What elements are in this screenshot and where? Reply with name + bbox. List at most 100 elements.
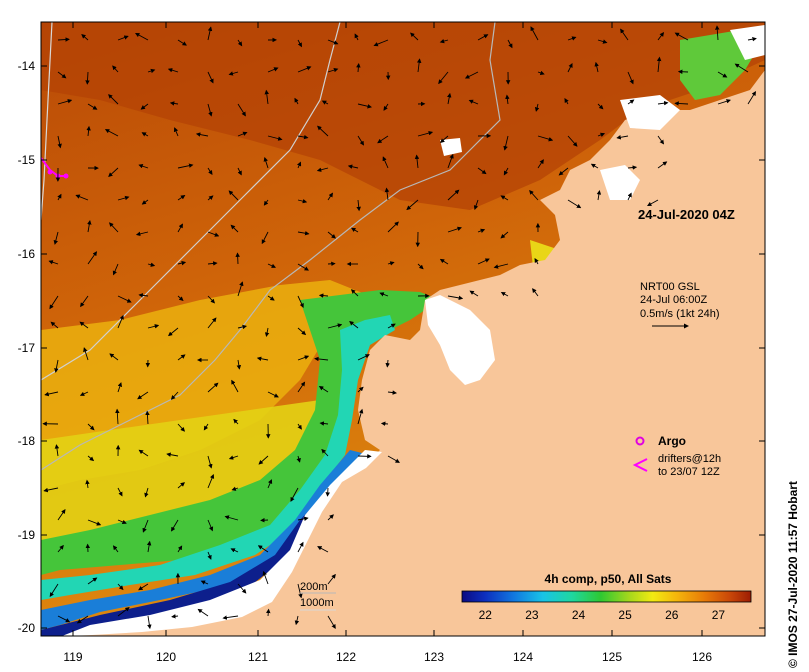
current-vector-arrow bbox=[87, 519, 102, 526]
current-vector-arrow bbox=[117, 583, 124, 591]
current-vector-arrow bbox=[447, 226, 462, 233]
current-vector-arrow bbox=[109, 353, 119, 361]
y-tick-label: -14 bbox=[18, 59, 36, 73]
x-tick-label: 125 bbox=[602, 650, 622, 664]
current-vector-arrow bbox=[321, 100, 329, 105]
x-tick-label: 121 bbox=[248, 650, 268, 664]
current-vector-arrow bbox=[440, 135, 449, 143]
current-vector-arrow bbox=[87, 423, 95, 431]
current-vector-arrow bbox=[171, 614, 179, 619]
current-vector-arrow bbox=[387, 390, 397, 395]
current-vector-arrow bbox=[439, 258, 449, 265]
current-vector-arrow bbox=[207, 26, 213, 41]
current-vector-arrow bbox=[464, 71, 479, 79]
current-vector-arrow bbox=[228, 71, 239, 76]
current-vector-arrow bbox=[318, 293, 329, 298]
current-vector-arrow bbox=[87, 251, 98, 265]
current-vector-arrow bbox=[416, 58, 422, 73]
current-vector-arrow bbox=[357, 135, 364, 146]
current-vector-arrow bbox=[590, 163, 599, 169]
current-vector-arrow bbox=[296, 455, 301, 463]
current-vector-arrow bbox=[44, 391, 59, 397]
current-vector-arrow bbox=[112, 65, 119, 73]
drifter-track bbox=[41, 157, 66, 177]
y-tick-label: -19 bbox=[18, 528, 36, 542]
current-vector-arrow bbox=[325, 487, 330, 497]
current-vector-arrow bbox=[237, 131, 248, 137]
current-vector-arrow bbox=[387, 323, 396, 329]
current-vector-arrow bbox=[117, 295, 132, 303]
current-vector-arrow bbox=[49, 583, 59, 598]
land-australia bbox=[70, 70, 765, 636]
x-tick-label: 124 bbox=[513, 650, 533, 664]
current-vector-arrow bbox=[256, 356, 269, 361]
current-vector-arrow bbox=[257, 545, 269, 553]
current-vector-arrow bbox=[447, 295, 464, 301]
current-vector-arrow bbox=[230, 548, 239, 553]
current-vector-arrow bbox=[57, 509, 66, 521]
current-vector-arrow bbox=[147, 324, 160, 329]
current-vector-arrow bbox=[290, 487, 299, 502]
sea-cyan-band bbox=[41, 315, 395, 600]
current-vector-arrow bbox=[141, 132, 149, 137]
current-vector-arrow bbox=[297, 355, 310, 361]
current-vector-arrow bbox=[267, 263, 277, 268]
current-vector-arrow bbox=[147, 615, 152, 630]
current-vector-arrow bbox=[469, 290, 479, 297]
bathymetry-200m bbox=[41, 22, 501, 471]
date-label: 24-Jul-2020 04Z bbox=[638, 207, 735, 222]
cloud-patch-coast bbox=[600, 165, 640, 200]
current-vector-arrow bbox=[108, 222, 119, 233]
current-vector-arrow bbox=[674, 32, 689, 41]
current-vector-arrow bbox=[57, 615, 71, 623]
current-vector-arrow bbox=[170, 391, 179, 400]
current-vector-arrow bbox=[564, 98, 569, 105]
current-vector-arrow bbox=[377, 135, 389, 144]
y-tick-label: -20 bbox=[18, 621, 36, 635]
current-vector-arrow bbox=[297, 381, 306, 393]
current-vector-arrow bbox=[237, 583, 247, 594]
current-legend: NRT00 GSL 24-Jul 06:00Z 0.5m/s (1kt 24h) bbox=[640, 281, 719, 329]
cloud-king-sound bbox=[425, 295, 495, 385]
current-vector-arrow bbox=[534, 103, 540, 112]
current-time: 24-Jul 06:00Z bbox=[640, 294, 708, 306]
current-vector-arrow bbox=[166, 452, 179, 457]
current-vector-arrow bbox=[222, 615, 239, 620]
current-vector-arrow bbox=[177, 295, 184, 302]
current-vector-arrow bbox=[354, 33, 359, 41]
y-tick-label: -18 bbox=[18, 434, 36, 448]
current-vector-arrow bbox=[387, 455, 400, 463]
current-vector-arrow bbox=[112, 545, 119, 553]
current-vector-arrow bbox=[316, 167, 329, 172]
current-vector-arrow bbox=[207, 195, 214, 201]
current-vector-arrow bbox=[112, 263, 119, 276]
current-vector-arrow bbox=[674, 101, 689, 106]
current-vector-arrow bbox=[177, 545, 183, 553]
current-vector-arrow bbox=[57, 193, 62, 201]
current-vector-arrow bbox=[656, 56, 662, 73]
current-vector-arrow bbox=[117, 487, 123, 497]
current-vector-arrow bbox=[237, 167, 242, 176]
current-vector-arrow bbox=[297, 230, 310, 236]
current-vector-arrow bbox=[195, 132, 209, 137]
argo-symbol-icon bbox=[635, 436, 645, 446]
bathymetry-1000m-label: 1000m bbox=[300, 597, 334, 609]
current-vector-arrow bbox=[406, 199, 419, 211]
current-vector-arrow bbox=[410, 32, 419, 41]
current-vector-arrow bbox=[468, 99, 479, 105]
colorbar-tick-label: 22 bbox=[479, 608, 493, 622]
current-vector-arrow bbox=[318, 386, 329, 393]
current-vector-arrow bbox=[529, 190, 539, 201]
current-vector-arrow bbox=[207, 167, 213, 175]
current-vector-arrow bbox=[356, 199, 361, 212]
current-vector-arrow bbox=[57, 37, 70, 42]
current-vector-arrow bbox=[657, 161, 668, 169]
current-vector-arrow bbox=[224, 515, 239, 521]
current-vector-arrow bbox=[627, 99, 635, 105]
current-vector-arrow bbox=[117, 314, 124, 329]
current-vector-arrow bbox=[57, 544, 64, 553]
cloud-coastal-strip bbox=[62, 450, 382, 636]
current-vector-arrow bbox=[236, 359, 242, 370]
current-vector-arrow bbox=[327, 67, 339, 73]
